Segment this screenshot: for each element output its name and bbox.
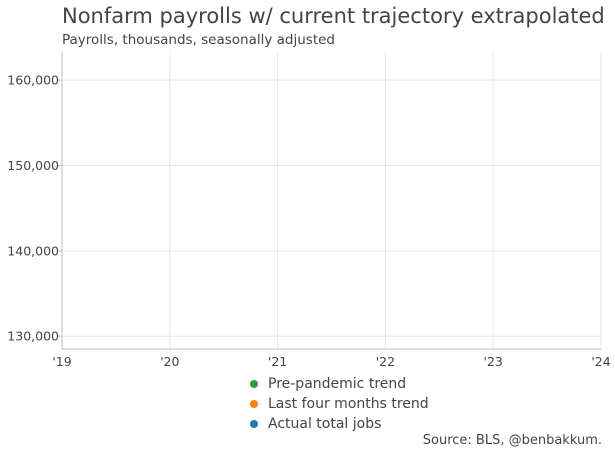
legend-marker-icon <box>250 400 258 408</box>
x-tick-label: '20 <box>160 354 179 369</box>
legend-marker-icon <box>250 380 258 388</box>
x-tick-label: '19 <box>52 354 71 369</box>
source-note: Source: BLS, @benbakkum. <box>422 433 602 448</box>
chart-subtitle: Payrolls, thousands, seasonally adjusted <box>62 32 336 48</box>
legend-label: Last four months trend <box>268 396 429 412</box>
legend-marker-icon <box>250 420 258 428</box>
chart-legend: Pre-pandemic trend Last four months tren… <box>250 374 429 434</box>
x-tick-label: '23 <box>484 354 503 369</box>
chart-title: Nonfarm payrolls w/ current trajectory e… <box>62 4 605 28</box>
y-tick-label: 160,000 <box>7 73 59 88</box>
legend-label: Actual total jobs <box>268 416 382 432</box>
legend-item-last-four-months[interactable]: Last four months trend <box>250 394 429 414</box>
legend-label: Pre-pandemic trend <box>268 376 407 392</box>
x-tick-label: '22 <box>376 354 395 369</box>
y-tick-label: 150,000 <box>7 158 59 173</box>
x-tick-label: '21 <box>268 354 287 369</box>
legend-item-pre-pandemic[interactable]: Pre-pandemic trend <box>250 374 429 394</box>
plot-background <box>62 52 601 349</box>
y-tick-label: 130,000 <box>7 329 59 344</box>
legend-item-actual[interactable]: Actual total jobs <box>250 414 429 434</box>
y-tick-label: 140,000 <box>7 243 59 258</box>
x-tick-label: '24 <box>591 354 610 369</box>
